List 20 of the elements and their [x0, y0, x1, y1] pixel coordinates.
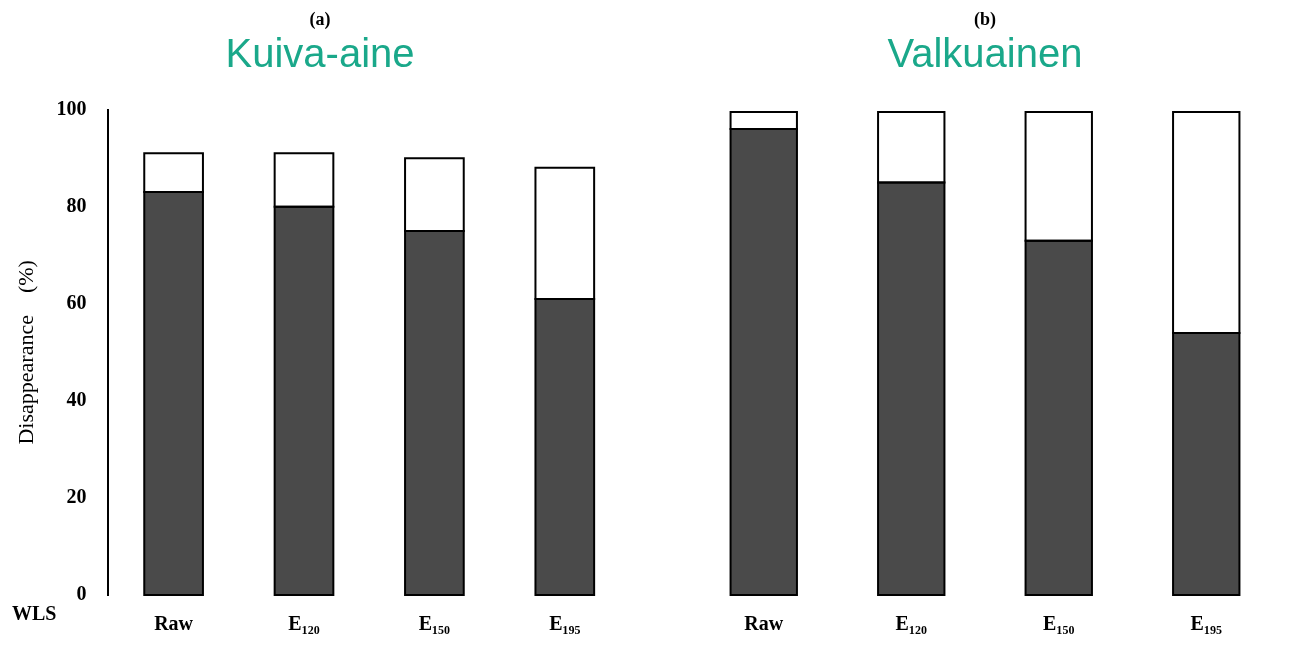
- x-tick-label: E₁₉₅: [549, 612, 581, 635]
- x-tick-label: E₁₉₅: [1190, 612, 1222, 635]
- y-tick-label: 20: [66, 485, 87, 508]
- x-tick-label: E₁₂₀: [895, 612, 927, 635]
- x-tick-label: Raw: [744, 612, 784, 635]
- y-tick-label: 40: [66, 388, 87, 411]
- x-tick-label: E₁₅₀: [1043, 612, 1075, 635]
- y-tick-label: 60: [66, 290, 87, 313]
- y-tick-label: 80: [66, 193, 87, 216]
- x-tick-label: Raw: [154, 612, 194, 635]
- y-tick-label: 0: [76, 582, 87, 605]
- x-tick-label: E₁₂₀: [288, 612, 320, 635]
- chart-title: (a): [309, 9, 331, 31]
- y-tick-label: 100: [56, 96, 87, 119]
- y-axis-title: Disappearance (%): [12, 260, 38, 445]
- chart-subtitle: Kuiva-aine: [225, 30, 415, 75]
- chart-title: (b): [974, 9, 996, 31]
- x-axis-title: WLS: [12, 602, 57, 625]
- x-tick-label: E₁₅₀: [418, 612, 451, 635]
- chart-subtitle: Valkuainen: [887, 30, 1083, 75]
